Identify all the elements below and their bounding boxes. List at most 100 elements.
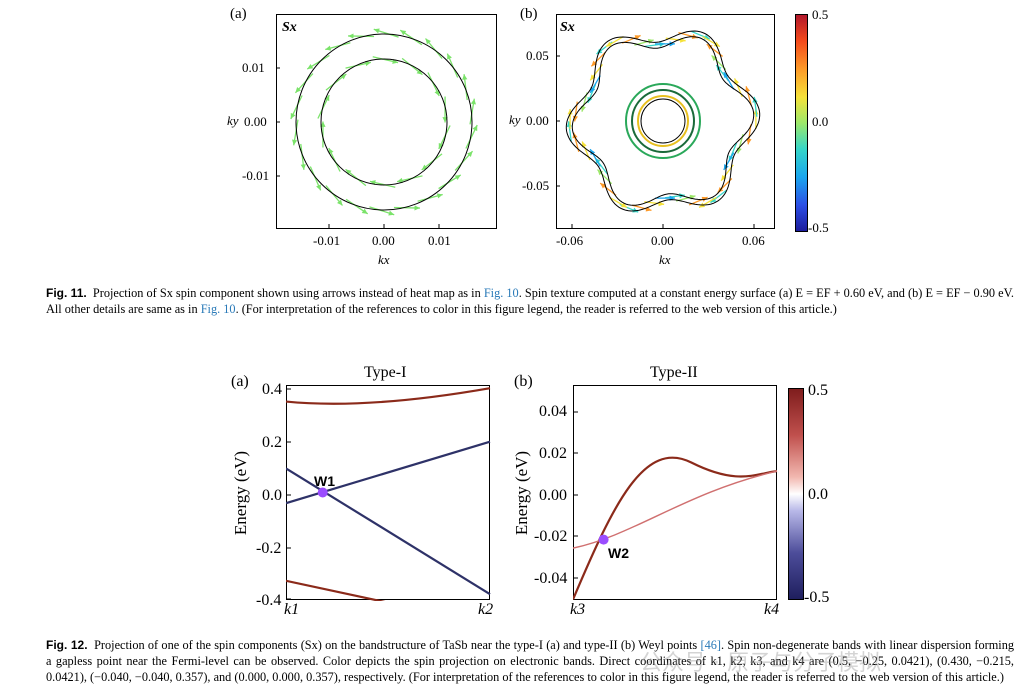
fig11a-arrow <box>396 175 423 183</box>
fig12b-weyl-label: W2 <box>608 545 629 561</box>
fig12a-ytick: 0.0 <box>262 487 282 504</box>
fig11a-arrow <box>446 53 459 78</box>
fig11a-component-label: Sx <box>282 20 297 35</box>
fig11a-xtick: 0.00 <box>372 233 395 248</box>
fig11b-ylabel: ky <box>509 112 521 127</box>
fig11-caption-text: . (For interpretation of the references … <box>235 302 837 316</box>
fig12b-band-steep <box>573 456 778 600</box>
fig11b-xtick: 0.00 <box>651 233 674 248</box>
fig12a-band-lower <box>286 579 386 601</box>
fig11a-xtick: -0.01 <box>313 233 341 248</box>
fig12-caption-label: Fig. 12. <box>46 638 88 652</box>
fig12b-ytick: 0.02 <box>539 445 567 462</box>
fig11a-arrow <box>294 73 314 94</box>
fig11b-ytick: 0.05 <box>526 48 549 63</box>
fig11a-arrow <box>373 28 399 38</box>
fig12b-xtick: k3 <box>570 601 586 618</box>
fig12a-ytick: 0.4 <box>262 381 282 398</box>
fig11-caption-text: . Spin texture computed at a constant en… <box>46 286 1014 316</box>
fig11a-arrow <box>442 96 448 123</box>
fig11b-arrow <box>710 189 727 204</box>
fig11b-inner-contour-4 <box>640 98 686 144</box>
fig11a-arrow <box>325 42 351 51</box>
fig12a-weyl-point <box>317 487 328 498</box>
fig12-caption-ref-link[interactable]: [46] <box>700 638 722 652</box>
fig12a-ylabel: Energy (eV) <box>231 450 250 536</box>
fig11b-arrow <box>590 51 606 67</box>
fig11a-arrow <box>438 125 451 150</box>
fig12a-ytick: 0.2 <box>262 434 282 451</box>
fig12b-xtick: k4 <box>764 601 780 618</box>
fig11a-arrow <box>325 185 343 206</box>
fig11a-arrow <box>306 54 330 70</box>
fig11a-arrow <box>328 147 341 172</box>
fig12a-ytick: -0.4 <box>256 592 282 609</box>
fig12-caption-text: Projection of one of the spin components… <box>94 638 698 652</box>
fig12-panel-b-label: (b) <box>514 373 533 390</box>
fig12-colorbar-tick: 0.0 <box>808 486 828 503</box>
fig11a-plot <box>276 14 497 229</box>
fig11a-arrow <box>320 121 326 148</box>
fig11a-arrow <box>427 72 440 97</box>
fig11b-arrow <box>609 196 628 209</box>
fig11a-arrow <box>469 98 476 125</box>
fig11-caption-text: Projection of Sx spin component shown us… <box>92 286 481 300</box>
fig11-caption-ref-link[interactable]: Fig. 10 <box>200 302 236 316</box>
fig12b-ytick: -0.04 <box>534 570 568 587</box>
fig11a-inner-contour <box>320 58 448 186</box>
fig11a-ytick: 0.00 <box>244 114 267 129</box>
fig12a-bands <box>286 387 491 601</box>
watermark: 公众号 · 原子与分子模拟 <box>640 651 881 676</box>
fig11-caption-label: Fig. 11. <box>46 286 87 300</box>
fig11b-arrow <box>746 124 752 145</box>
fig12a-band-upper <box>286 387 491 405</box>
fig11b-arrow <box>655 41 675 47</box>
fig11a-arrow <box>348 33 375 39</box>
fig11b-outer-contour-1 <box>571 36 755 206</box>
fig11b-xtick: -0.06 <box>556 233 584 248</box>
fig11b-xlabel: kx <box>659 252 671 267</box>
fig11b-inner-contour-1 <box>625 83 701 159</box>
fig12b-ytick: 0.00 <box>539 487 567 504</box>
fig11-colorbar-tick: 0.0 <box>812 114 829 129</box>
fig12a-title: Type-I <box>364 364 407 381</box>
fig11a-arrow-field <box>290 28 478 216</box>
fig12-caption-text: . Spin non-degenerate bands with linear … <box>46 638 1015 684</box>
fig11b-arrow <box>745 86 752 106</box>
fig12b-bands <box>573 456 778 600</box>
fig11-colorbar-tick: 0.5 <box>812 7 829 22</box>
fig11a-xtick: 0.01 <box>428 233 451 248</box>
fig12b-weyl-point <box>598 534 609 545</box>
fig11b-plot <box>556 14 775 229</box>
fig11a-arrow <box>317 94 330 119</box>
fig11b-outer-contour-2 <box>565 30 761 212</box>
fig11b-arrow <box>589 148 601 167</box>
fig11a-arrow <box>425 38 443 59</box>
fig11a-ytick: 0.01 <box>242 60 265 75</box>
fig11-panel-a-label: (a) <box>230 6 247 22</box>
fig12a-xtick: k2 <box>478 601 494 618</box>
fig12a-xtick: k1 <box>284 601 300 618</box>
fig11b-arrow <box>605 35 624 48</box>
fig11b-arrow-field <box>566 30 759 213</box>
fig11b-arrow <box>567 109 573 129</box>
fig12a-ytick: -0.2 <box>256 540 282 557</box>
fig11-panel-b-label: (b) <box>520 6 538 22</box>
fig11b-ytick: 0.00 <box>526 113 549 128</box>
fig11a-xlabel: kx <box>378 252 390 267</box>
fig12-colorbar <box>788 388 804 600</box>
fig12-colorbar-tick: 0.5 <box>808 382 828 399</box>
fig12a-weyl-label: W1 <box>314 473 335 489</box>
fig12b-ytick: -0.02 <box>534 528 568 545</box>
fig11b-inner-contour-3 <box>637 95 689 147</box>
fig11a-arrow <box>438 174 462 190</box>
fig11a-arrow <box>345 198 369 215</box>
fig11a-ylabel: ky <box>227 113 239 128</box>
fig11b-xtick: 0.06 <box>742 233 765 248</box>
fig11a-arrow <box>300 143 306 170</box>
fig11b-component-label: Sx <box>560 20 575 35</box>
fig11-caption-ref-link[interactable]: Fig. 10 <box>483 286 519 300</box>
fig11b-inner-contour-2 <box>631 89 695 153</box>
fig12b-ytick: 0.04 <box>539 403 567 420</box>
fig11a-arrow <box>399 29 423 46</box>
